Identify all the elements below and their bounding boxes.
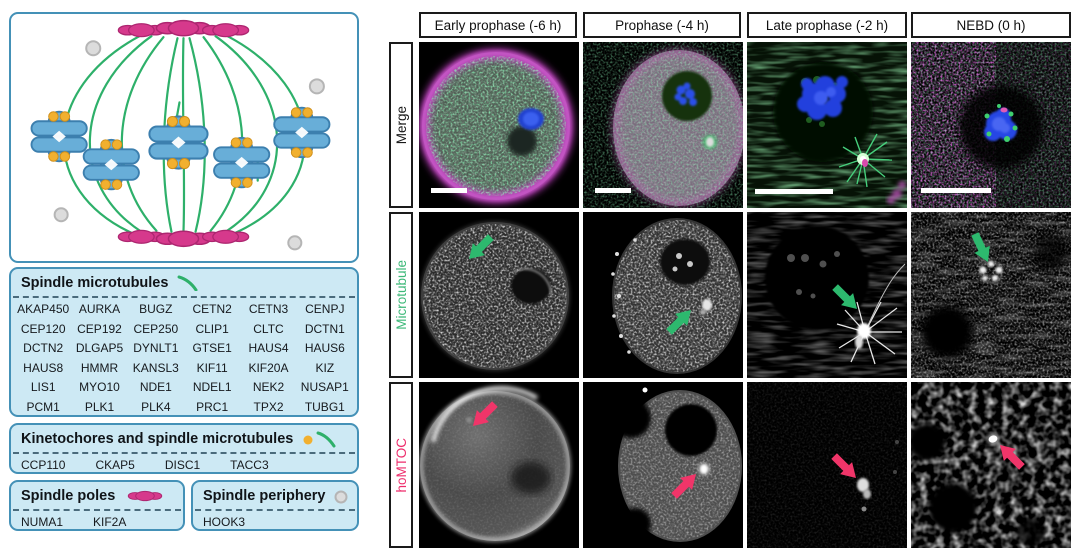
periphery-granules bbox=[53, 40, 325, 251]
column-header-nebd: NEBD (0 h) bbox=[911, 12, 1071, 38]
panel-microtubule-late-prophase bbox=[747, 212, 907, 378]
column-header-prophase: Prophase (-4 h) bbox=[583, 12, 741, 38]
gene-name: TUBG1 bbox=[304, 399, 345, 414]
gene-name: DISC1 bbox=[164, 458, 201, 472]
spindle-schematic-box bbox=[9, 12, 359, 263]
gene-list-kinetochores: CCP110 CKAP5 DISC1 TACC3 bbox=[11, 454, 357, 472]
gene-name: CENPJ bbox=[305, 302, 345, 316]
gene-name: MYO10 bbox=[79, 380, 120, 395]
gene-name: HAUS8 bbox=[23, 360, 64, 375]
gene-name: NDE1 bbox=[139, 380, 172, 395]
gene-name: CLIP1 bbox=[195, 321, 229, 336]
gene-name: AURKA bbox=[78, 302, 121, 316]
panel-merge-nebd bbox=[911, 42, 1071, 208]
spindle-pole-icon bbox=[128, 490, 163, 502]
gene-list-spindle-periphery: HOOK3 bbox=[193, 511, 357, 529]
gene-name: CCP110 bbox=[21, 458, 66, 472]
panel-homtoc-late-prophase bbox=[747, 382, 907, 548]
scale-bar bbox=[431, 188, 467, 193]
gene-list-spindle-microtubules: AKAP450 AURKA BUGZ CETN2 CETN3 CENPJ CEP120 CEP… bbox=[11, 298, 357, 415]
gene-name: CEP250 bbox=[133, 321, 179, 336]
gene-name: HAUS4 bbox=[248, 341, 289, 356]
legend-title: Spindle microtubules bbox=[21, 275, 169, 291]
gene-name: GTSE1 bbox=[192, 341, 232, 356]
row-label-homtoc: hoMTOC bbox=[389, 382, 413, 548]
gene-name: CETN3 bbox=[248, 302, 289, 316]
gene-name: LIS1 bbox=[30, 380, 56, 395]
gene-name: PRC1 bbox=[196, 399, 229, 414]
legend-title: Spindle poles bbox=[21, 488, 116, 504]
gene-name: KANSL3 bbox=[132, 360, 179, 375]
panel-merge-prophase bbox=[583, 42, 743, 208]
column-header-late-prophase: Late prophase (-2 h) bbox=[747, 12, 907, 38]
gene-name: TPX2 bbox=[253, 399, 284, 414]
panel-merge-late-prophase bbox=[747, 42, 907, 208]
row-label-merge: Merge bbox=[389, 42, 413, 208]
gene-name: DLGAP5 bbox=[75, 341, 124, 356]
gene-name: CEP120 bbox=[20, 321, 66, 336]
legend-box-spindle-periphery: Spindle periphery HOOK3 bbox=[191, 480, 359, 531]
gene-name: CETN2 bbox=[192, 302, 232, 316]
gene-name: PLK4 bbox=[141, 399, 171, 414]
dashed-divider bbox=[195, 509, 355, 511]
column-header-early-prophase: Early prophase (-6 h) bbox=[419, 12, 577, 38]
legend-box-spindle-microtubules: Spindle microtubules AKAP450 AURKA BUGZ CET… bbox=[9, 267, 359, 417]
gene-name: DCTN2 bbox=[23, 341, 64, 356]
spindle-schematic bbox=[30, 19, 331, 251]
gene-name: HMMR bbox=[80, 360, 119, 375]
gene-name: CKAP5 bbox=[95, 458, 135, 472]
scale-bar bbox=[755, 189, 833, 194]
gene-name: KIZ bbox=[315, 360, 335, 375]
gene-name: NDEL1 bbox=[192, 380, 232, 395]
gene-name: DYNLT1 bbox=[133, 341, 179, 356]
gene-name: NUSAP1 bbox=[300, 380, 349, 395]
gene-name: NUMA1 bbox=[21, 515, 64, 529]
kinetochore-dot-and-microtubule-icon bbox=[303, 431, 336, 447]
legend-title: Kinetochores and spindle microtubules bbox=[21, 431, 294, 447]
legend-title: Spindle periphery bbox=[203, 488, 326, 504]
panel-homtoc-early-prophase bbox=[419, 382, 579, 548]
gene-name: KIF2A bbox=[93, 515, 127, 529]
gene-name: KIF20A bbox=[248, 360, 289, 375]
row-label-microtubule: Microtubule bbox=[389, 212, 413, 378]
gene-name: TACC3 bbox=[230, 458, 269, 472]
chromosomes bbox=[30, 106, 331, 191]
legend-box-kinetochores: Kinetochores and spindle microtubules CC… bbox=[9, 423, 359, 474]
panel-homtoc-prophase bbox=[583, 382, 743, 548]
gene-name: NEK2 bbox=[252, 380, 285, 395]
gene-name: DCTN1 bbox=[304, 321, 345, 336]
gene-name: CEP192 bbox=[77, 321, 122, 336]
gene-name: HOOK3 bbox=[203, 515, 246, 529]
gene-name: KIF11 bbox=[196, 360, 228, 375]
gene-name: PLK1 bbox=[84, 399, 115, 414]
panel-microtubule-prophase bbox=[583, 212, 743, 378]
panel-microtubule-early-prophase bbox=[419, 212, 579, 378]
dashed-divider bbox=[13, 452, 355, 454]
panel-homtoc-nebd bbox=[911, 382, 1071, 548]
panel-microtubule-nebd bbox=[911, 212, 1071, 378]
dashed-divider bbox=[13, 296, 355, 298]
gene-name: AKAP450 bbox=[17, 302, 70, 316]
panel-merge-early-prophase bbox=[419, 42, 579, 208]
scale-bar bbox=[595, 188, 631, 193]
periphery-granule-icon bbox=[334, 490, 348, 504]
gene-name: BUGZ bbox=[139, 302, 173, 316]
gene-name: PCM1 bbox=[26, 399, 60, 414]
legend-box-spindle-poles: Spindle poles NUMA1 KIF2A bbox=[9, 480, 185, 531]
gene-list-spindle-poles: NUMA1 KIF2A bbox=[11, 511, 183, 529]
scale-bar bbox=[921, 188, 991, 193]
microtubule-curve-icon bbox=[177, 275, 198, 291]
gene-name: HAUS6 bbox=[304, 341, 345, 356]
dashed-divider bbox=[13, 509, 181, 511]
gene-name: CLTC bbox=[253, 321, 284, 336]
